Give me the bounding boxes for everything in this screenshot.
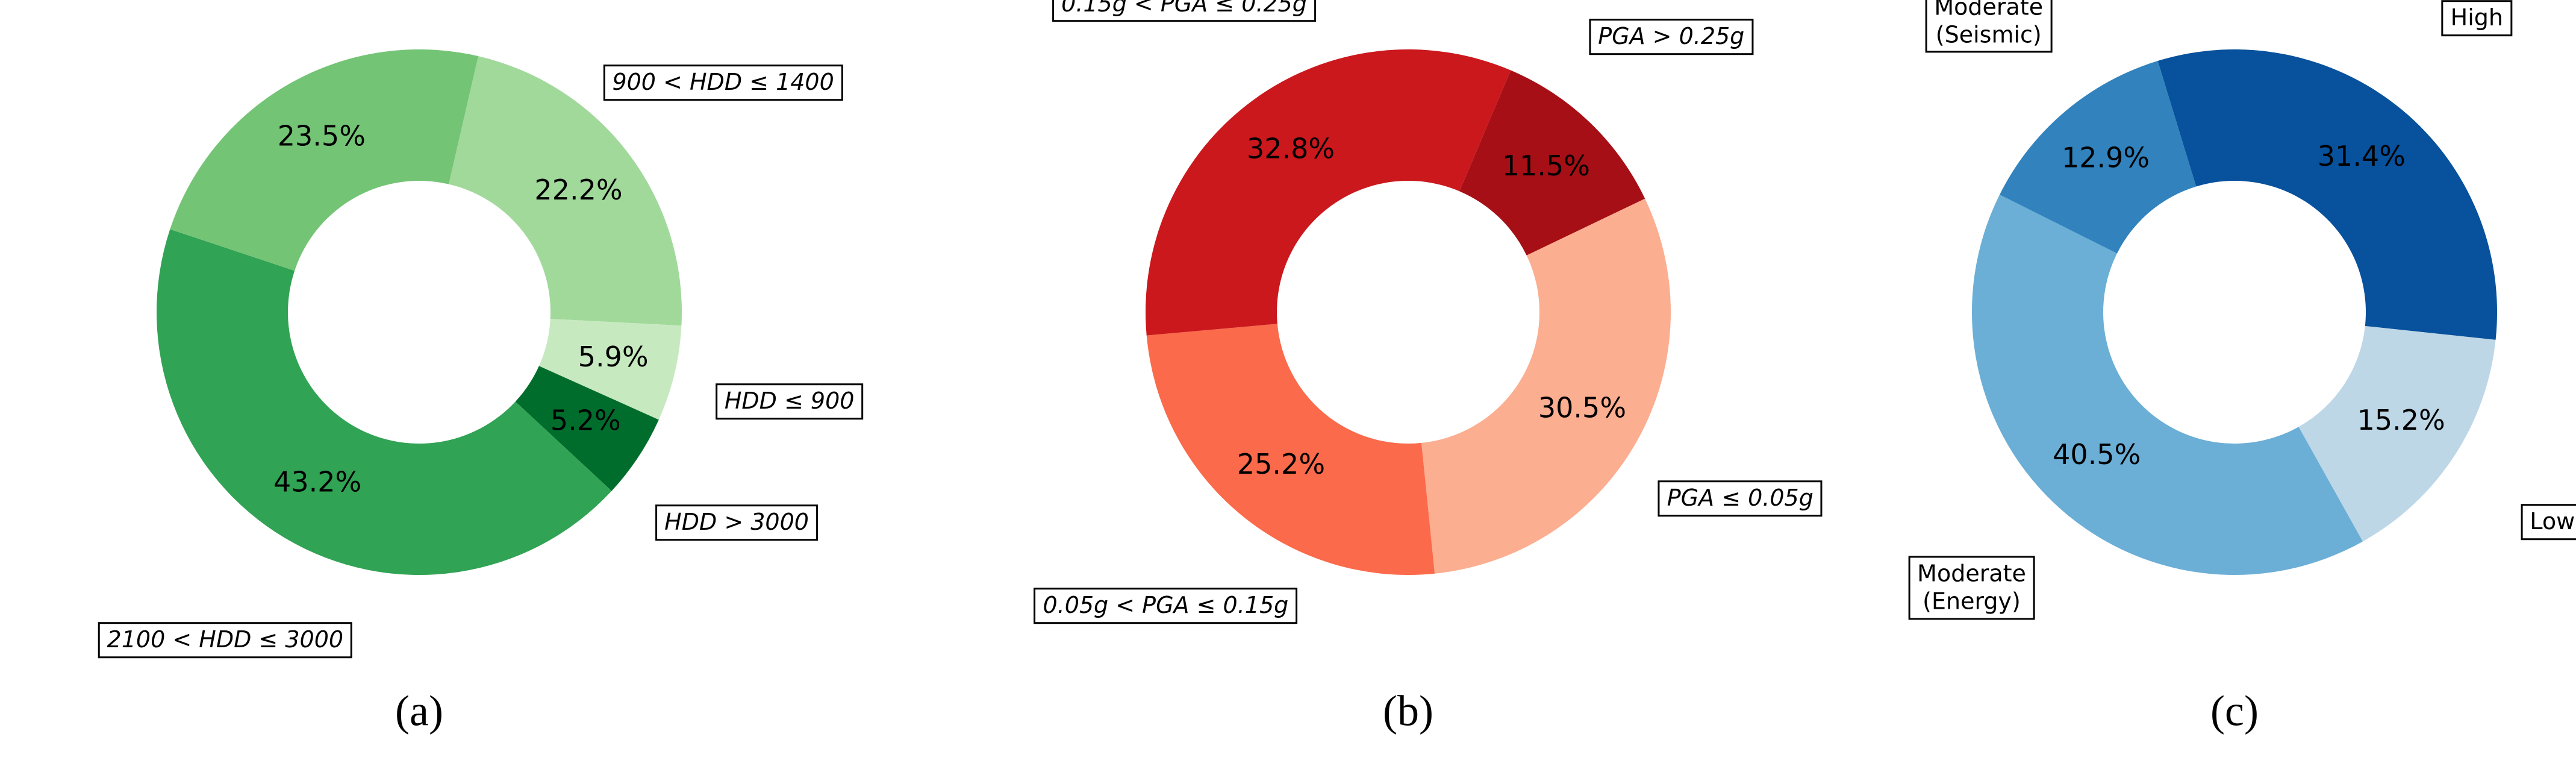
percent-label: 43.2% xyxy=(273,466,361,498)
wedge xyxy=(1421,198,1671,574)
percent-label: 23.5% xyxy=(278,120,366,152)
wedge xyxy=(1972,195,2363,575)
caption: (a) xyxy=(395,687,443,735)
wedge xyxy=(157,229,612,575)
percent-label: 30.5% xyxy=(1538,392,1626,424)
wedge xyxy=(1459,70,1645,256)
wedge xyxy=(2157,49,2497,340)
percent-label: 31.4% xyxy=(2318,140,2406,172)
category-label: Moderate (Energy) xyxy=(1908,556,2035,620)
category-label: High xyxy=(2441,0,2512,37)
category-label: Low xyxy=(2521,504,2576,540)
percent-label: 12.9% xyxy=(2062,141,2150,174)
category-label: 900 < HDD ≤ 1400 xyxy=(603,64,843,101)
wedge xyxy=(1146,324,1435,575)
category-label: Moderate (Seismic) xyxy=(1925,0,2053,53)
percent-label: 22.2% xyxy=(534,174,622,206)
category-label: 0.05g < PGA ≤ 0.15g xyxy=(1034,588,1298,624)
percent-label: 5.9% xyxy=(578,341,649,373)
category-label: 2100 < HDD ≤ 3000 xyxy=(98,622,353,658)
wedge xyxy=(449,56,682,326)
percent-label: 15.2% xyxy=(2357,404,2445,436)
wedge xyxy=(170,49,479,271)
wedge xyxy=(2000,61,2197,254)
category-label: PGA > 0.25g xyxy=(1589,19,1754,55)
wedge xyxy=(515,366,659,491)
category-label: HDD > 3000 xyxy=(655,504,818,541)
percent-label: 25.2% xyxy=(1237,448,1325,480)
percent-label: 5.2% xyxy=(550,404,621,436)
wedge xyxy=(2298,325,2496,542)
percent-label: 40.5% xyxy=(2053,438,2141,471)
caption: (b) xyxy=(1383,687,1433,735)
percent-label: 11.5% xyxy=(1502,149,1590,182)
category-label: HDD ≤ 900 xyxy=(715,383,864,419)
category-label: 0.15g < PGA ≤ 0.25g xyxy=(1052,0,1316,22)
wedge xyxy=(538,319,682,420)
category-label: PGA ≤ 0.05g xyxy=(1658,480,1823,517)
percent-label: 32.8% xyxy=(1247,133,1335,165)
wedge xyxy=(1146,49,1511,336)
caption: (c) xyxy=(2210,687,2259,735)
